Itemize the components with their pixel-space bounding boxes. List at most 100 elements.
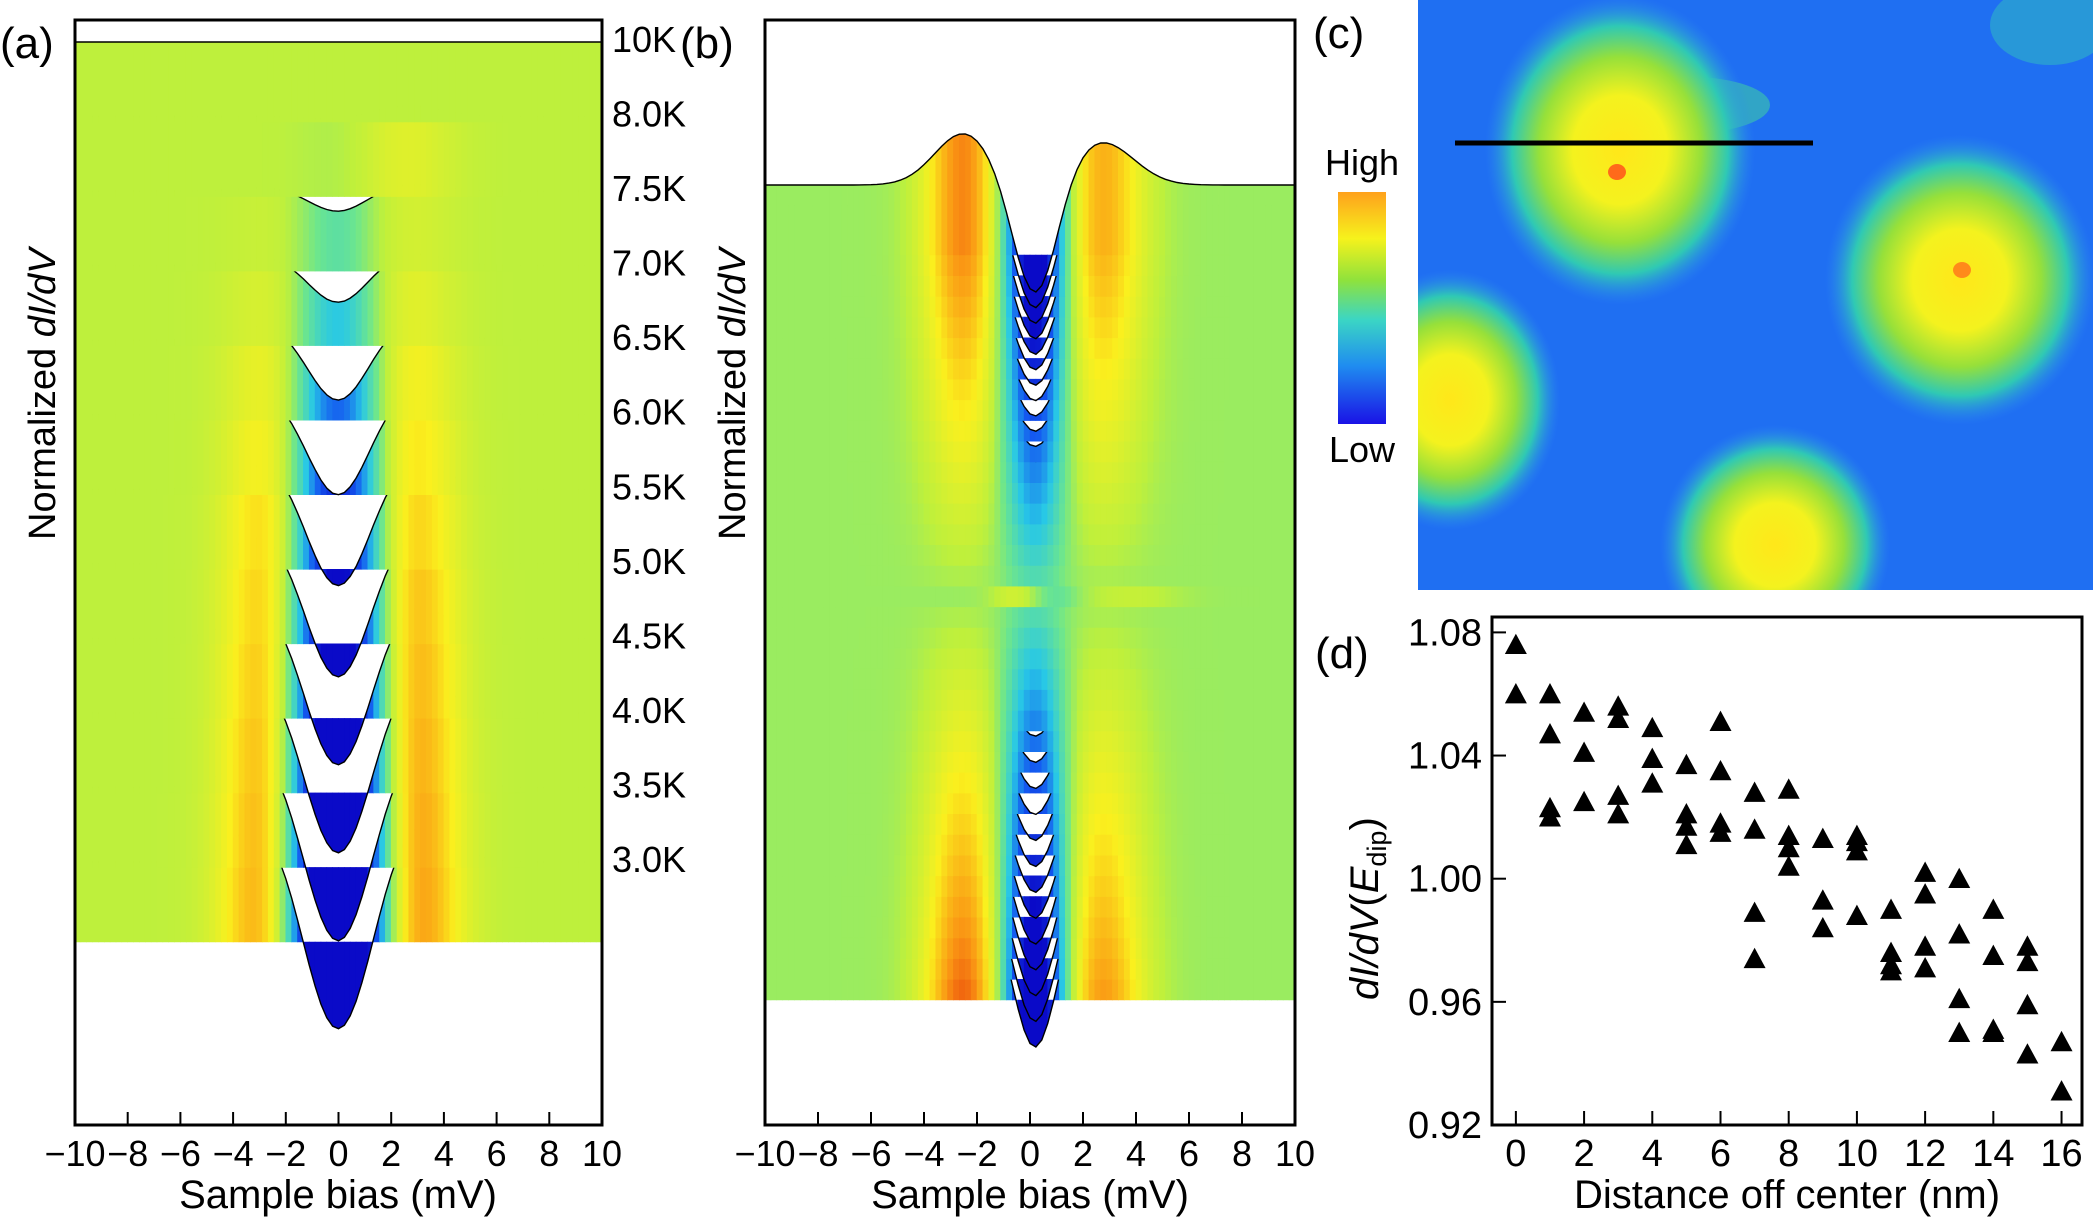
panel-a-fill-strip (197, 411, 205, 496)
panel-a-fill-strip (490, 561, 497, 645)
panel-b-xtick-label: −10 (734, 1133, 795, 1174)
panel-a-fill-strip (490, 784, 497, 868)
panel-b-fill-strip (1129, 155, 1137, 256)
panel-a-fill-strip (121, 339, 128, 421)
panel-a-fill-strip (127, 638, 134, 719)
panel-b-fill-strip (853, 184, 860, 256)
panel-b-fill-strip (1247, 184, 1255, 256)
panel-a-fill-strip (560, 563, 568, 645)
panel-a-fill-strip (80, 563, 88, 645)
panel-a-fill-strip (150, 116, 158, 197)
panel-a-fill-strip (549, 265, 556, 346)
panel-a-fill-strip (361, 281, 369, 346)
panel-a-fill-strip (543, 265, 550, 346)
panel-a-fill-strip (589, 41, 597, 123)
panel-a-fill-strip (484, 190, 492, 272)
panel-a-fill-strip (484, 412, 492, 496)
panel-c-label: (c) (1313, 9, 1364, 58)
panel-a-fill-strip (150, 712, 158, 794)
panel-a-fill-strip (185, 710, 193, 794)
panel-a-fill-strip (238, 116, 246, 197)
panel-a-fill-strip (326, 792, 333, 852)
panel-a-fill-strip (115, 339, 123, 421)
panel-d-triangle-point (1573, 741, 1596, 762)
panel-a-fill-strip (326, 41, 333, 123)
panel-a: (a) −10 −8 −6 −4 −2 0 2 4 6 8 10 Sample bias (mV) … (0, 18, 686, 1217)
panel-a-fill-strip (156, 116, 164, 197)
panel-a-fill-strip (549, 41, 556, 123)
panel-a-fill-strip (531, 563, 538, 645)
panel-a-fill-strip (496, 636, 503, 719)
panel-a-xlabel: Sample bias (mV) (179, 1173, 497, 1217)
panel-a-fill-strip (191, 783, 199, 868)
panel-a-fill-strip (121, 488, 128, 570)
panel-a-fill-strip (92, 712, 99, 794)
panel-a-fill-strip (455, 260, 462, 346)
panel-a-fill-strip (291, 898, 298, 943)
panel-a-fill-strip (180, 562, 187, 645)
panel-a-fill-strip (554, 488, 562, 570)
panel-a-fill-strip (513, 861, 521, 943)
panel-a-temp-label: 4.0K (612, 690, 686, 731)
panel-a-temp-label: 5.5K (612, 466, 686, 507)
panel-b-fill-strip (900, 177, 907, 256)
panel-b-fill-strip (1118, 147, 1125, 256)
panel-a-fill-strip (174, 488, 181, 570)
colorbar-low-label: Low (1329, 429, 1396, 470)
panel-a-fill-strip (566, 563, 574, 645)
panel-a-fill-strip (92, 861, 99, 943)
panel-a-fill-strip (531, 488, 538, 570)
panel-a-fill-strip (238, 258, 246, 346)
panel-a-fill-strip (349, 293, 357, 346)
panel-d-triangle-point (1641, 772, 1664, 793)
panel-a-curve-fill-11 (74, 41, 603, 123)
panel-a-fill-strip (543, 712, 550, 794)
panel-a-fill-strip (139, 265, 146, 346)
panel-d-triangle-point (1948, 1021, 1971, 1042)
panel-a-fill-strip (543, 116, 550, 197)
panel-a-fill-strip (385, 261, 392, 346)
panel-b-plot (764, 133, 1296, 1048)
panel-a-fill-strip (338, 941, 345, 1030)
vortex-spot-4 (1660, 425, 1890, 590)
panel-a-fill-strip (144, 116, 152, 197)
panel-a-fill-strip (332, 867, 339, 942)
panel-a-fill-strip (180, 413, 187, 496)
panel-a-fill-strip (549, 787, 556, 868)
panel-b-fill-strip (1029, 459, 1037, 483)
panel-a-fill-strip (525, 637, 533, 719)
panel-a-fill-strip (513, 712, 521, 794)
panel-a-fill-strip (127, 563, 134, 645)
panel-a-fill-strip (150, 637, 158, 719)
panel-a-fill-strip (197, 190, 205, 272)
panel-d-triangle-point (1641, 716, 1664, 738)
panel-a-fill-strip (326, 298, 333, 346)
panel-a-fill-strip (256, 187, 263, 272)
panel-a-fill-strip (191, 190, 199, 272)
panel-a-fill-strip (133, 861, 140, 943)
panel-a-fill-strip (103, 488, 111, 570)
panel-a-fill-strip (531, 190, 538, 272)
panel-a-fill-strip (566, 190, 574, 272)
panel-b-fill-strip (823, 184, 831, 256)
panel-d-xtick-label: 8 (1778, 1133, 1799, 1175)
panel-a-fill-strip (361, 112, 369, 197)
panel-a-fill-strip (185, 116, 193, 197)
panel-a-fill-strip (80, 787, 88, 868)
panel-a-fill-strip (414, 184, 421, 272)
panel-d-xtick-label: 16 (2040, 1133, 2082, 1175)
panel-d-triangle-point (1607, 784, 1630, 805)
panel-b-fill-strip (1088, 144, 1096, 256)
panel-a-fill-strip (537, 265, 544, 346)
panel-a-fill-strip (86, 116, 93, 197)
panel-a-fill-strip (156, 563, 164, 645)
panel-a-fill-strip (80, 116, 88, 197)
panel-a-label: (a) (0, 19, 54, 68)
panel-a-fill-strip (121, 563, 128, 645)
panel-d-triangle-point (1914, 883, 1937, 904)
panel-b-fill-strip (1141, 165, 1149, 256)
panel-a-fill-strip (478, 781, 486, 868)
panel-a-fill-strip (185, 784, 193, 868)
panel-a-fill-strip (414, 41, 421, 123)
panel-a-fill-strip (273, 116, 281, 197)
